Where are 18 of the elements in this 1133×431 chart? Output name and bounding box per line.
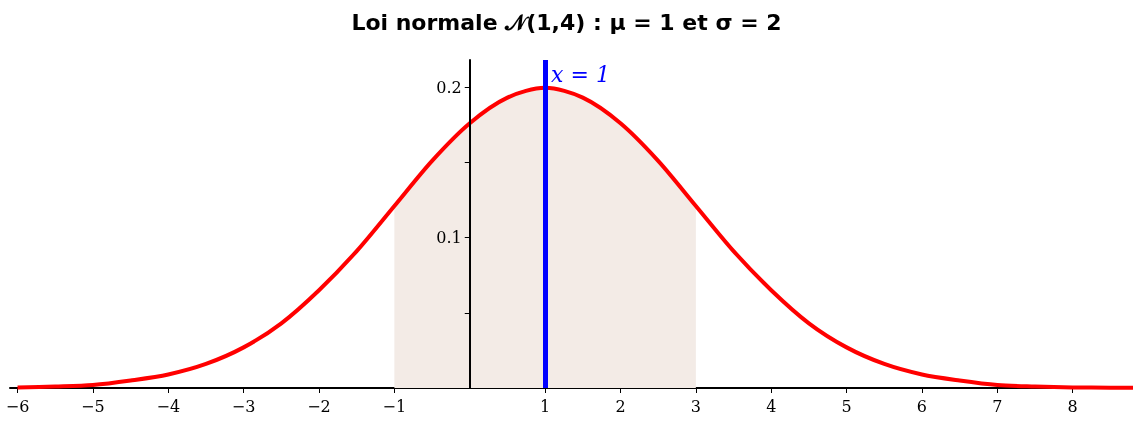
x-tick-label: −5 (81, 396, 105, 416)
x-tick-label: 2 (615, 396, 626, 416)
y-tick-label: 0.1 (436, 228, 462, 248)
x-tick-label: 8 (1067, 396, 1078, 416)
x-tick-label: 6 (916, 396, 928, 416)
x-tick-label: −1 (382, 396, 407, 416)
x-tick-label: −6 (5, 396, 30, 416)
x-tick-label: 4 (766, 396, 777, 416)
x-tick-label: −4 (156, 396, 181, 416)
x-tick-label: 5 (841, 396, 852, 416)
x-tick-label: 7 (992, 396, 1003, 416)
x-tick-label: 1 (540, 396, 551, 416)
x-tick-label: −3 (231, 396, 256, 416)
x-tick-label: 3 (690, 396, 701, 416)
chart-title: Loi normale 𝒩(1,4) : μ = 1 et σ = 2 (351, 9, 782, 35)
y-tick-label: 0.2 (436, 77, 462, 97)
ref-line-label: x = 1 (551, 61, 610, 87)
x-tick-label: −2 (307, 396, 331, 416)
